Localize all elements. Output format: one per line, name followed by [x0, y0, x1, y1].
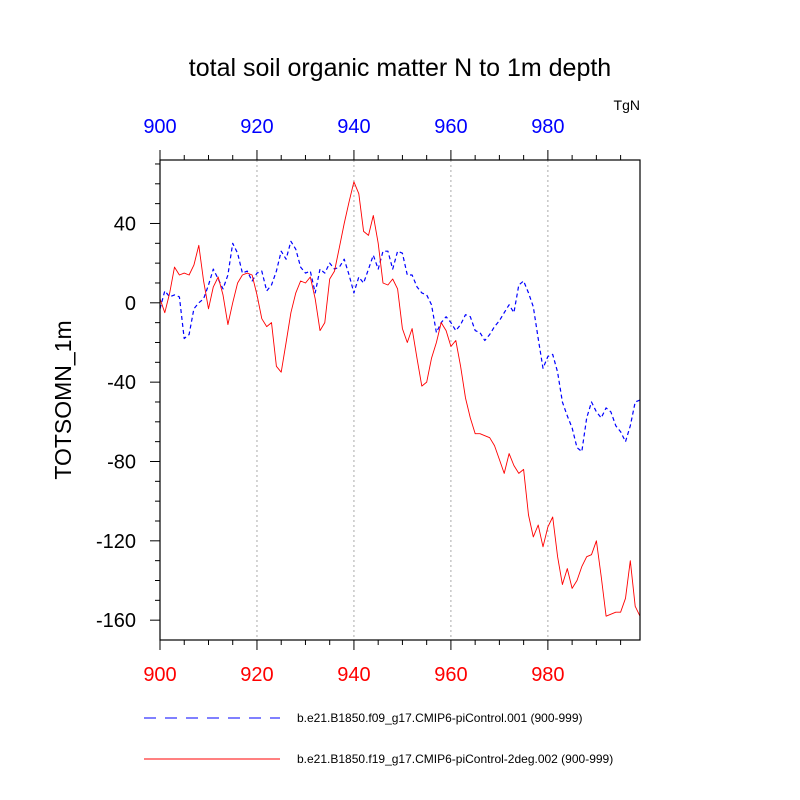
- legend-entry-red: b.e21.B1850.f19_g17.CMIP6-piControl-2deg…: [297, 752, 613, 766]
- x-tick-label-top-920: 920: [240, 116, 273, 138]
- ticks-layer: [150, 150, 622, 650]
- x-tick-label-bottom-900: 900: [143, 664, 176, 686]
- y-tick-label--80: -80: [107, 451, 136, 473]
- x-tick-label-top-980: 980: [531, 116, 564, 138]
- plot-frame: [159, 159, 641, 641]
- labels-layer: 900 900 920 920 940 940 960 960 980 980 40 0 -40 -80 -…: [96, 116, 565, 686]
- series-line-0: [159, 240, 641, 453]
- y-axis-label: TOTSOMN_1m: [50, 320, 76, 479]
- series-layer: [159, 181, 641, 617]
- x-tick-label-bottom-920: 920: [240, 664, 273, 686]
- grid-layer: [256, 160, 549, 640]
- legend: b.e21.B1850.f09_g17.CMIP6-piControl.001 …: [144, 711, 613, 766]
- series-line-1: [159, 181, 641, 617]
- x-tick-label-bottom-960: 960: [434, 664, 467, 686]
- y-tick-label--40: -40: [107, 372, 136, 394]
- units-label: TgN: [614, 97, 640, 113]
- x-tick-label-bottom-940: 940: [337, 664, 370, 686]
- chart-title: total soil organic matter N to 1m depth: [189, 54, 611, 82]
- y-tick-label-0: 0: [125, 293, 136, 315]
- x-tick-label-top-960: 960: [434, 116, 467, 138]
- y-tick-label-40: 40: [114, 213, 136, 235]
- x-tick-label-bottom-980: 980: [531, 664, 564, 686]
- y-tick-label--120: -120: [96, 531, 136, 553]
- legend-entry-blue: b.e21.B1850.f09_g17.CMIP6-piControl.001 …: [297, 711, 583, 725]
- y-tick-label--160: -160: [96, 610, 136, 632]
- x-tick-label-top-940: 940: [337, 116, 370, 138]
- x-tick-label-top-900: 900: [143, 116, 176, 138]
